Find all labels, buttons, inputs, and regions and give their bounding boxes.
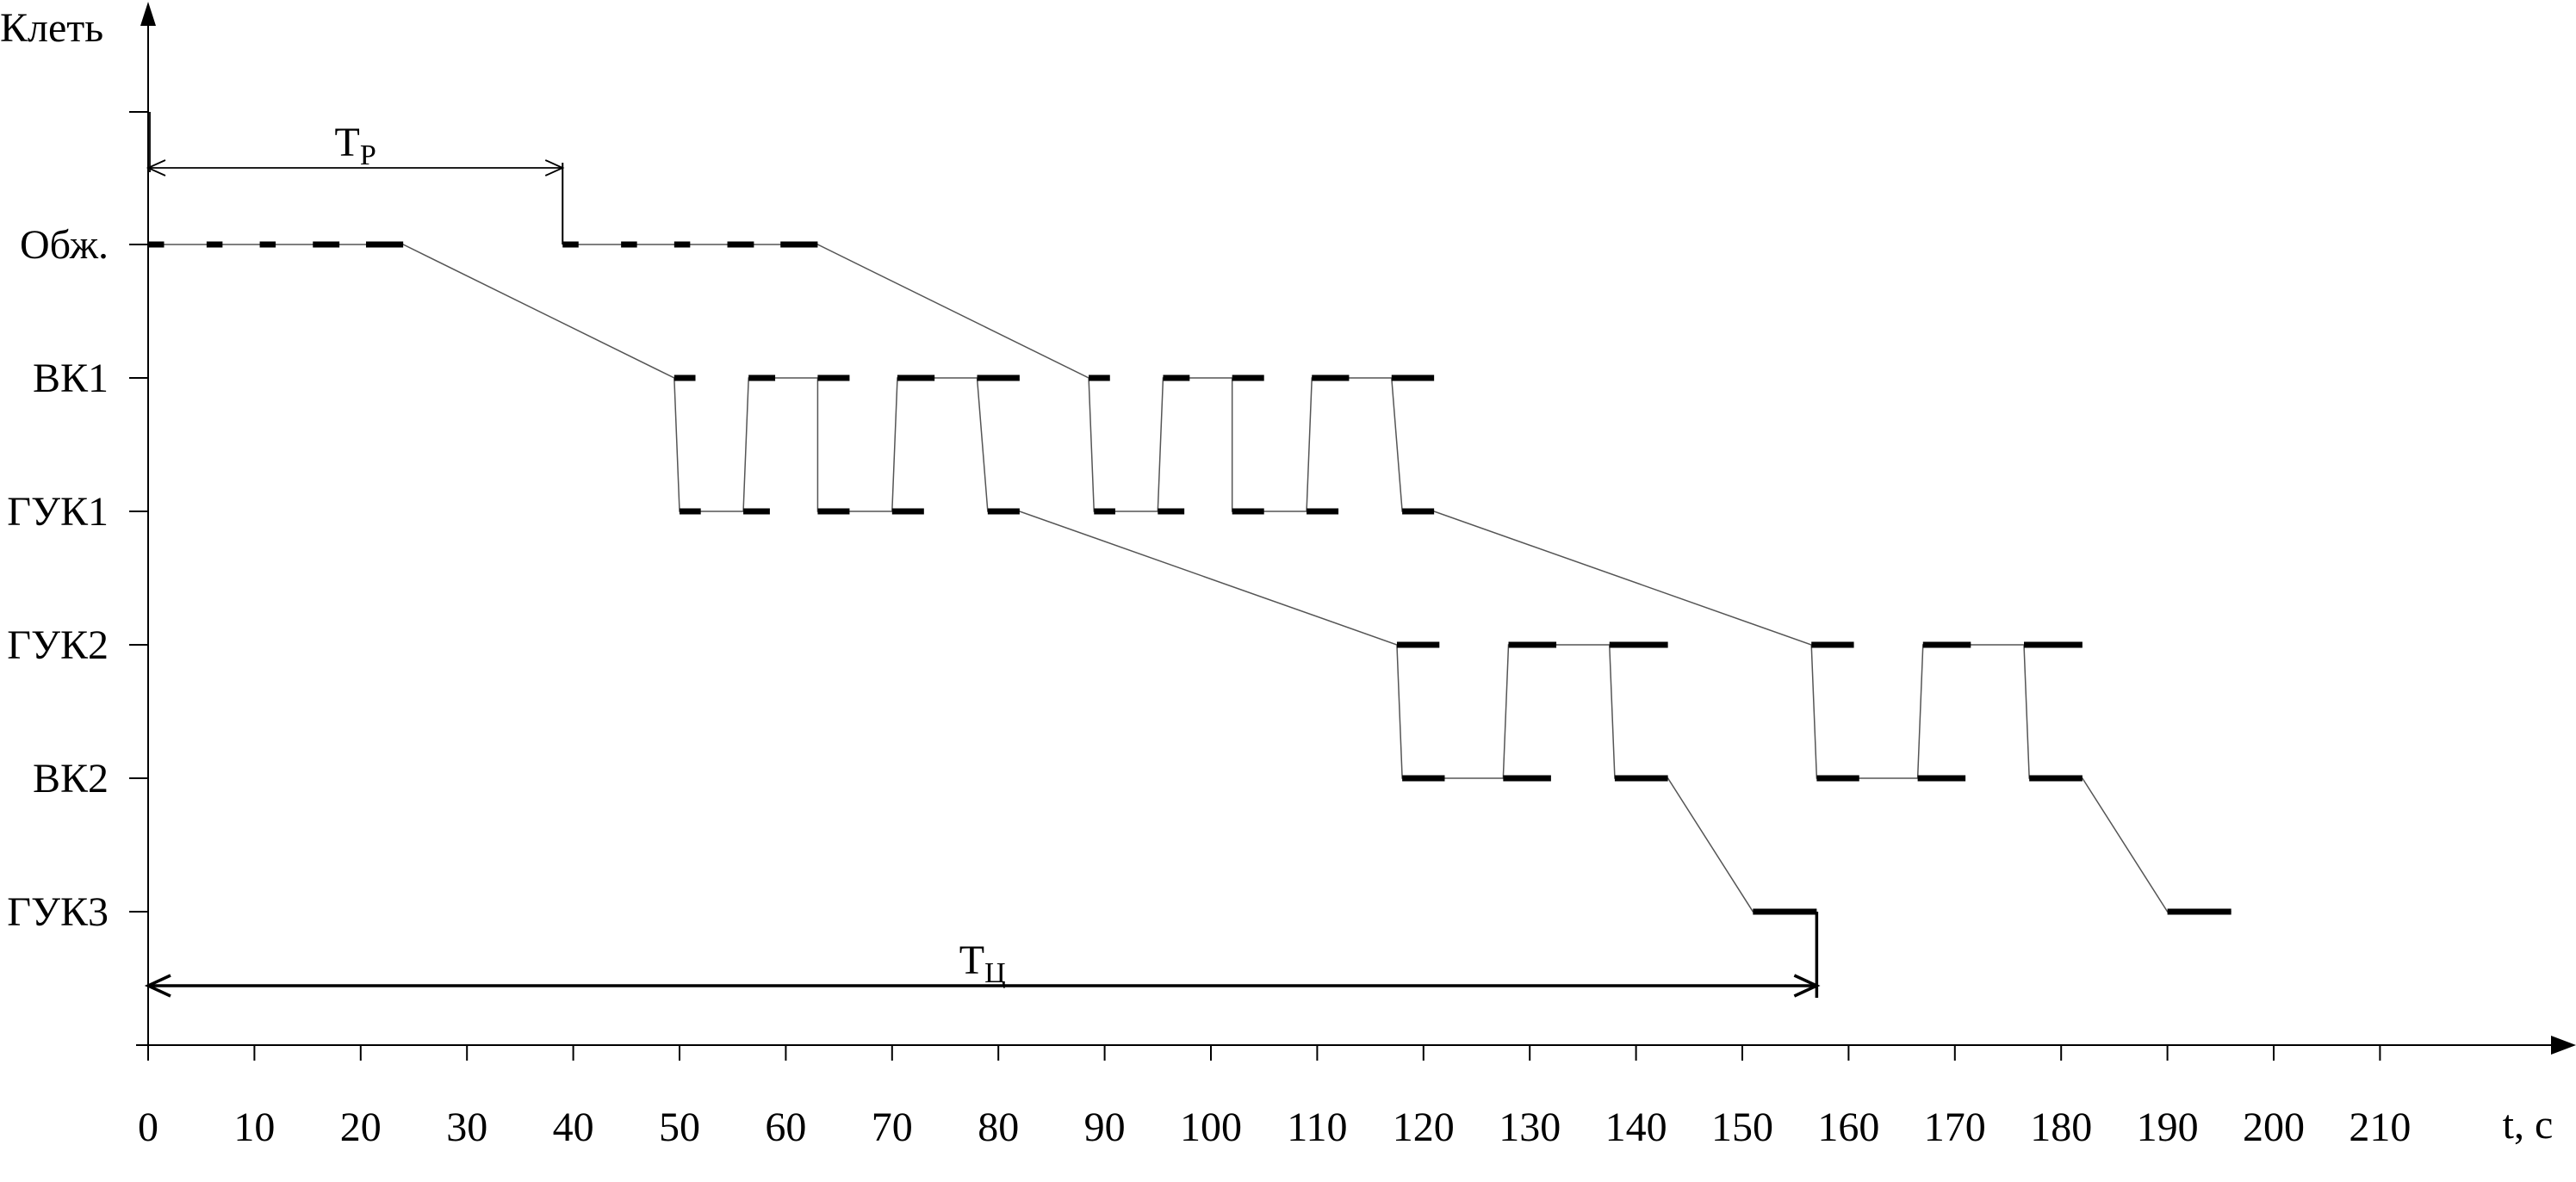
x-tick-label: 200 (2243, 1105, 2305, 1150)
x-tick-label: 50 (659, 1105, 700, 1150)
x-ticks: 0 10 20 30 40 50 60 70 80 90 100 110 120 130 140 150 160… (138, 1045, 2411, 1150)
x-tick-label: 170 (1924, 1105, 1986, 1150)
x-axis-arrow-icon (2551, 1036, 2576, 1055)
x-tick-label: 110 (1287, 1105, 1347, 1150)
y-tick-label: ВК2 (33, 756, 109, 801)
arrowhead-left-icon (146, 159, 166, 176)
y-axis: Клеть (0, 2, 156, 1049)
x-tick-label: 160 (1817, 1105, 1879, 1150)
x-tick-label: 60 (765, 1105, 806, 1150)
connector-lines (148, 244, 2231, 913)
x-tick-label: 30 (446, 1105, 487, 1150)
x-tick-label: 80 (978, 1105, 1019, 1150)
x-tick-label: 140 (1605, 1105, 1667, 1150)
x-tick-label: 90 (1084, 1105, 1126, 1150)
x-tick-label: 130 (1499, 1105, 1561, 1150)
x-tick-label: 40 (553, 1105, 594, 1150)
x-tick-label: 150 (1711, 1105, 1773, 1150)
x-tick-label: 120 (1393, 1105, 1455, 1150)
x-tick-label: 0 (138, 1105, 158, 1150)
y-tick-label: ГУК2 (7, 622, 109, 668)
operation-bars (148, 241, 2231, 915)
y-axis-arrow-icon (140, 2, 156, 26)
series-2-line (562, 244, 2231, 913)
y-tick-label: ВК1 (33, 356, 109, 401)
series-1-line (148, 244, 1817, 913)
x-tick-label: 180 (2030, 1105, 2092, 1150)
annotation-label: TP (335, 120, 376, 171)
y-axis-label: Клеть (0, 5, 103, 51)
y-tick-label: ГУК3 (7, 889, 109, 935)
arrowhead-left-icon (144, 974, 171, 998)
annotations: TP TЦ (144, 112, 1821, 998)
x-tick-label: 70 (872, 1105, 913, 1150)
x-tick-label: 100 (1180, 1105, 1242, 1150)
y-tick-label: Обж. (20, 222, 109, 268)
x-tick-label: 210 (2349, 1105, 2411, 1150)
y-ticks: Обж. ВК1 ГУК1 ГУК2 ВК2 ГУК3 (7, 111, 148, 935)
x-axis-label: t, c (2503, 1102, 2554, 1148)
x-axis: t, c (136, 1036, 2576, 1148)
x-tick-label: 10 (233, 1105, 275, 1150)
y-tick-label: ГУК1 (7, 489, 109, 535)
x-tick-label: 190 (2137, 1105, 2199, 1150)
annotation-label: TЦ (959, 938, 1006, 989)
x-tick-label: 20 (340, 1105, 382, 1150)
